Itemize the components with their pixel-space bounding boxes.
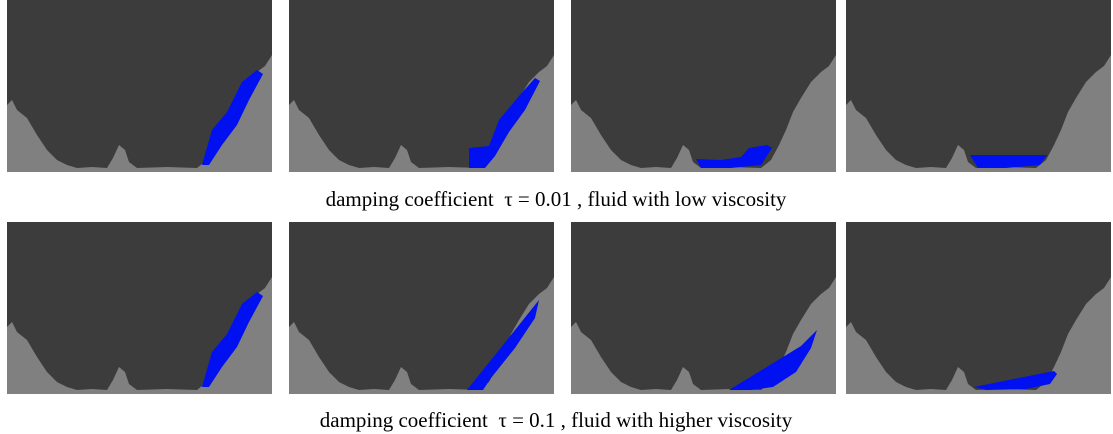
panel (7, 0, 272, 172)
panel (846, 0, 1111, 172)
panel (571, 0, 836, 172)
panel (7, 222, 272, 394)
panel (846, 222, 1111, 394)
panel (289, 222, 554, 394)
caption: damping coefficient τ = 0.01 , fluid wit… (326, 187, 787, 211)
caption: damping coefficient τ = 0.1 , fluid with… (320, 408, 793, 432)
panel (571, 222, 836, 394)
panel (289, 0, 554, 172)
